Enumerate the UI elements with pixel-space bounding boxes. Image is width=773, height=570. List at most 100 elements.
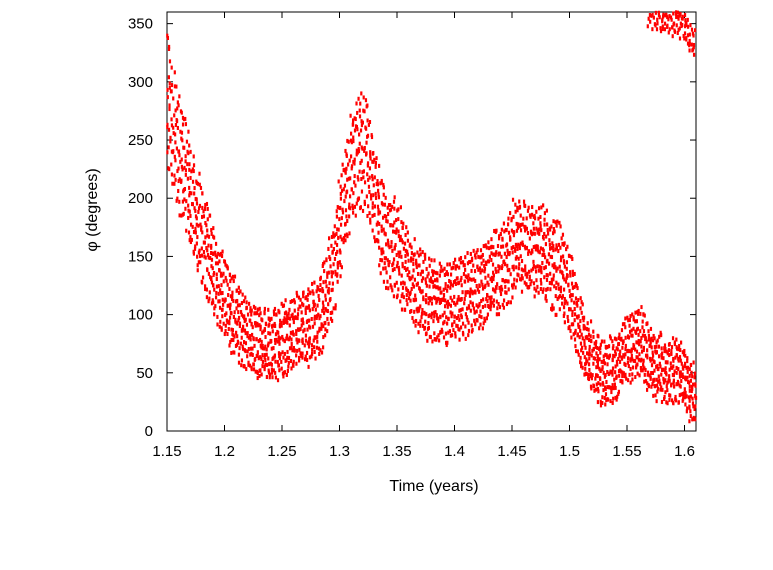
data-point [651,356,654,361]
data-point [452,261,455,266]
data-point [519,254,522,259]
data-point [491,287,495,292]
data-point [436,335,439,340]
data-point [367,177,370,182]
data-point [455,264,459,269]
data-point [543,222,546,227]
data-point [218,324,221,329]
data-point [313,314,317,319]
data-point [545,287,548,292]
data-point [543,211,546,216]
data-point [681,22,684,27]
data-point [617,342,621,347]
data-point [372,193,375,198]
data-point [645,387,649,392]
data-point [397,217,400,222]
data-point [544,242,548,247]
data-point [439,269,442,274]
data-point [536,284,539,289]
data-point [479,255,482,260]
data-point [287,360,290,365]
data-point [486,280,489,285]
data-point [425,300,428,305]
data-point [571,293,574,298]
data-point [470,289,473,294]
data-point [593,341,596,346]
data-point [478,266,482,271]
data-point [263,327,266,332]
data-point [588,356,591,361]
data-point [432,284,435,289]
data-point [318,326,321,331]
data-point [329,310,332,315]
data-point [375,222,378,227]
data-point [487,303,490,308]
data-point [585,357,588,362]
data-point [538,264,541,269]
data-point [570,281,574,286]
data-point [237,340,240,345]
data-point [676,14,680,19]
data-point [265,375,268,380]
data-point [243,328,247,333]
data-point [194,230,197,235]
data-point [197,223,200,228]
data-point [366,172,369,177]
data-point [470,268,473,273]
data-point [319,275,322,280]
data-point [603,395,606,400]
data-point [499,232,502,237]
data-point [295,361,298,366]
data-point [285,336,288,341]
data-point [511,250,514,255]
data-point [205,287,208,292]
data-point [286,368,289,373]
data-point [363,145,366,150]
data-point [473,310,476,315]
data-point [180,164,183,169]
data-point [502,260,505,265]
data-point [413,277,416,282]
data-point [467,320,470,325]
data-point [637,332,640,337]
data-point [580,361,583,366]
data-point [652,378,655,383]
data-point [629,314,632,319]
data-point [655,364,658,369]
data-point [433,314,436,319]
data-point [596,353,599,358]
data-point [217,251,220,256]
data-point [450,314,453,319]
data-point [256,376,259,381]
data-point [225,318,228,323]
data-point [540,228,543,233]
data-point [475,283,478,288]
data-point [539,224,542,229]
data-point [377,208,380,213]
data-point [658,15,661,20]
data-point [583,355,586,360]
data-point [485,245,488,250]
data-point [606,385,609,390]
data-point [485,297,488,302]
data-point [264,358,267,363]
data-point [226,332,229,337]
data-point [353,116,356,121]
data-point [694,395,697,400]
data-point [412,262,415,267]
data-point [509,237,512,242]
data-point [211,266,214,271]
data-point [422,297,425,302]
data-point [670,398,674,403]
data-point [304,333,308,338]
data-point [449,282,453,287]
data-point [495,269,498,274]
data-point [291,362,295,367]
data-point [626,315,629,320]
data-point [194,208,197,213]
data-point [329,297,332,302]
data-point [609,399,612,404]
data-point [643,366,646,371]
data-point [439,286,442,291]
data-point [490,295,493,300]
